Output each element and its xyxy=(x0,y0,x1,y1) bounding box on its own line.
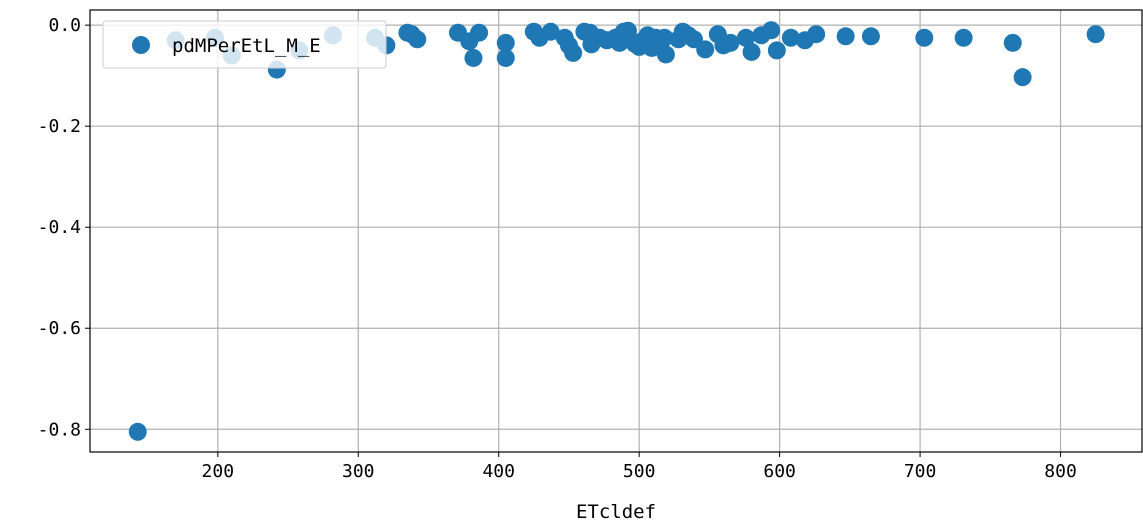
scatter-point xyxy=(736,28,755,47)
scatter-point xyxy=(656,45,675,64)
scatter-point xyxy=(128,422,147,441)
y-tick-label: -0.4 xyxy=(38,217,81,238)
y-tick-label: -0.6 xyxy=(38,318,81,339)
scatter-point xyxy=(564,43,583,62)
scatter-point xyxy=(696,40,715,59)
x-tick-label: 800 xyxy=(1044,461,1077,482)
x-tick-label: 200 xyxy=(202,461,235,482)
plot-area-frame xyxy=(89,9,1143,453)
y-tick-label: -0.2 xyxy=(38,116,81,137)
scatter-points xyxy=(128,21,1105,441)
scatter-point xyxy=(655,28,674,47)
scatter-point xyxy=(496,48,515,67)
scatter-point xyxy=(836,27,855,46)
scatter-point xyxy=(767,41,786,60)
x-tick-label: 700 xyxy=(904,461,937,482)
x-tick-label: 600 xyxy=(763,461,796,482)
scatter-point xyxy=(807,25,826,44)
scatter-point xyxy=(1003,33,1022,52)
grid-lines xyxy=(90,10,1142,452)
x-axis-ticks: 200 300 400 500 600 700 800 xyxy=(202,452,1077,482)
y-axis-ticks: 0.0 -0.2 -0.4 -0.6 -0.8 xyxy=(38,15,90,440)
scatter-point xyxy=(954,28,973,47)
scatter-point xyxy=(408,30,427,49)
y-tick-label: 0.0 xyxy=(48,15,81,36)
legend: pdMPerEtL_M_E xyxy=(102,20,387,69)
legend-box xyxy=(102,20,387,69)
x-tick-label: 300 xyxy=(342,461,375,482)
scatter-point xyxy=(470,23,489,42)
scatter-point xyxy=(721,33,740,52)
x-tick-label: 400 xyxy=(482,461,515,482)
legend-label: pdMPerEtL_M_E xyxy=(172,35,321,57)
scatter-point xyxy=(541,22,560,41)
scatter-point xyxy=(742,42,761,61)
scatter-point xyxy=(762,21,781,40)
legend-marker xyxy=(132,36,150,54)
x-tick-label: 500 xyxy=(623,461,656,482)
scatter-point xyxy=(1013,68,1032,87)
scatter-point xyxy=(781,28,800,47)
scatter-point xyxy=(1086,25,1105,44)
x-axis-label: ETcldef xyxy=(576,501,656,523)
scatter-point xyxy=(464,48,483,67)
scatter-point xyxy=(915,28,934,47)
y-tick-label: -0.8 xyxy=(38,419,81,440)
scatter-point xyxy=(861,27,880,46)
scatter-point xyxy=(496,33,515,52)
